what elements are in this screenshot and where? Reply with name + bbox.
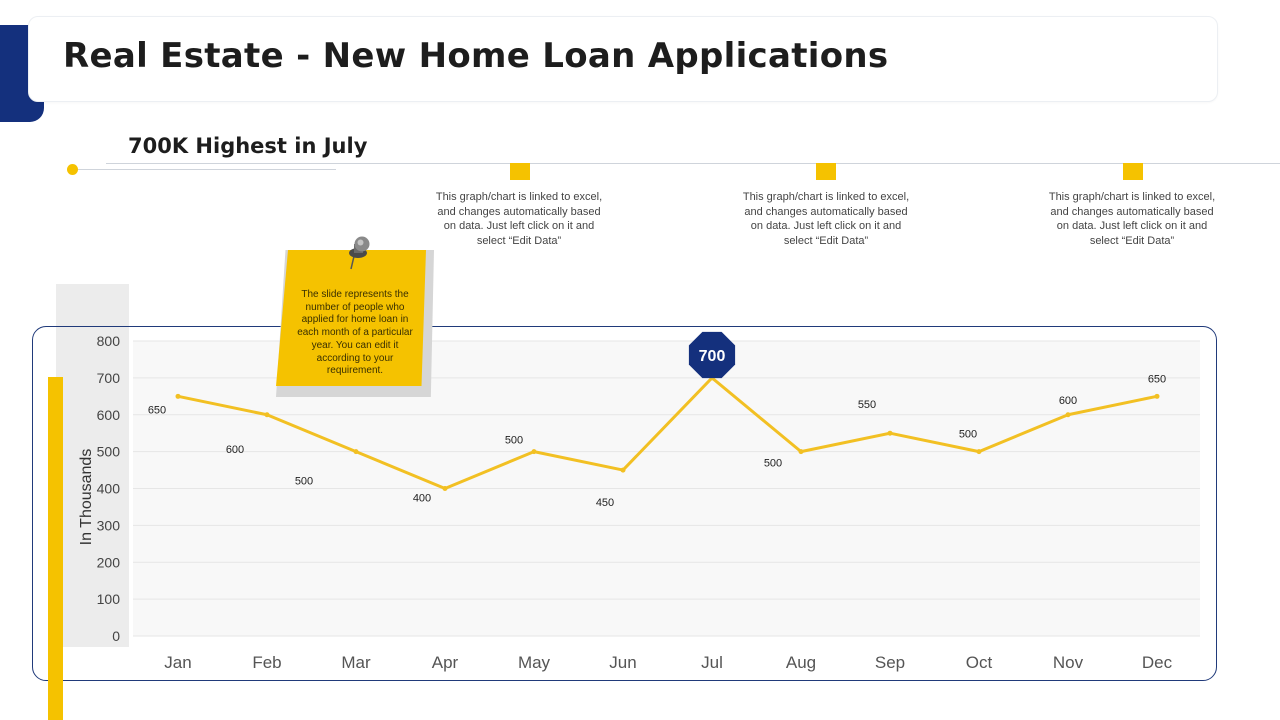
title-box <box>28 16 1218 102</box>
x-tick-label: Dec <box>1142 653 1173 672</box>
pushpin-icon <box>349 236 370 270</box>
data-label: 500 <box>505 435 523 447</box>
chart-note-1: This graph/chart is linked to excel, and… <box>435 191 603 247</box>
x-tick-label: Aug <box>786 653 816 672</box>
data-point <box>620 467 626 473</box>
data-label: 450 <box>596 497 614 509</box>
data-point <box>264 412 270 418</box>
note-marker-3 <box>1123 163 1143 180</box>
x-tick-label: Jan <box>164 653 191 672</box>
data-label: 650 <box>1148 373 1166 385</box>
highlight-badge-label: 700 <box>699 348 726 365</box>
x-tick-label: Sep <box>875 653 905 672</box>
x-tick-label: Apr <box>432 653 459 672</box>
y-tick-label: 800 <box>97 333 121 349</box>
y-tick-label: 300 <box>97 517 121 533</box>
sticky-note-text: The slide represents the number of peopl… <box>297 289 413 377</box>
data-point <box>1154 393 1160 399</box>
page-title: Real Estate - New Home Loan Applications <box>63 36 889 76</box>
data-label: 650 <box>148 404 166 416</box>
data-point <box>531 449 537 455</box>
data-label: 500 <box>959 429 977 441</box>
bullet-line <box>78 169 336 170</box>
y-tick-label: 700 <box>97 370 121 386</box>
y-tick-label: 200 <box>97 554 121 570</box>
bullet-dot <box>67 164 78 175</box>
y-tick-label: 100 <box>97 591 121 607</box>
sticky-note <box>276 250 426 386</box>
y-tick-label: 500 <box>97 444 121 460</box>
chart-note-2: This graph/chart is linked to excel, and… <box>742 191 910 247</box>
x-tick-label: Feb <box>252 653 281 672</box>
accent-bar <box>48 377 63 720</box>
y-tick-label: 400 <box>97 481 121 497</box>
y-tick-label: 0 <box>112 628 120 644</box>
data-label: 600 <box>226 444 244 456</box>
y-axis-label: In Thousands <box>78 449 95 546</box>
data-point <box>798 449 804 455</box>
x-tick-label: Oct <box>966 653 993 672</box>
data-label: 500 <box>295 476 313 488</box>
data-point <box>887 430 893 436</box>
x-tick-label: Mar <box>341 653 371 672</box>
series-line <box>177 376 1158 490</box>
y-axis-panel <box>56 284 129 647</box>
data-point <box>175 393 181 399</box>
x-tick-label: Jul <box>701 653 723 672</box>
data-label: 600 <box>1059 395 1077 407</box>
chart-frame <box>32 326 1217 681</box>
note-marker-2 <box>816 163 836 180</box>
x-tick-label: May <box>518 653 551 672</box>
y-tick-label: 600 <box>97 407 121 423</box>
note-marker-1 <box>510 163 530 180</box>
data-label: 550 <box>858 399 876 411</box>
x-tick-label: Nov <box>1053 653 1084 672</box>
subtitle-divider <box>106 163 1280 164</box>
chart-note-3: This graph/chart is linked to excel, and… <box>1048 191 1216 247</box>
x-tick-label: Jun <box>609 653 636 672</box>
data-label: 500 <box>764 458 782 470</box>
data-point <box>976 449 982 455</box>
subtitle: 700K Highest in July <box>128 134 368 158</box>
highlight-badge <box>688 331 736 379</box>
data-point <box>353 449 359 455</box>
data-point <box>442 486 448 491</box>
data-point <box>1065 412 1071 418</box>
data-label: 400 <box>413 493 431 505</box>
